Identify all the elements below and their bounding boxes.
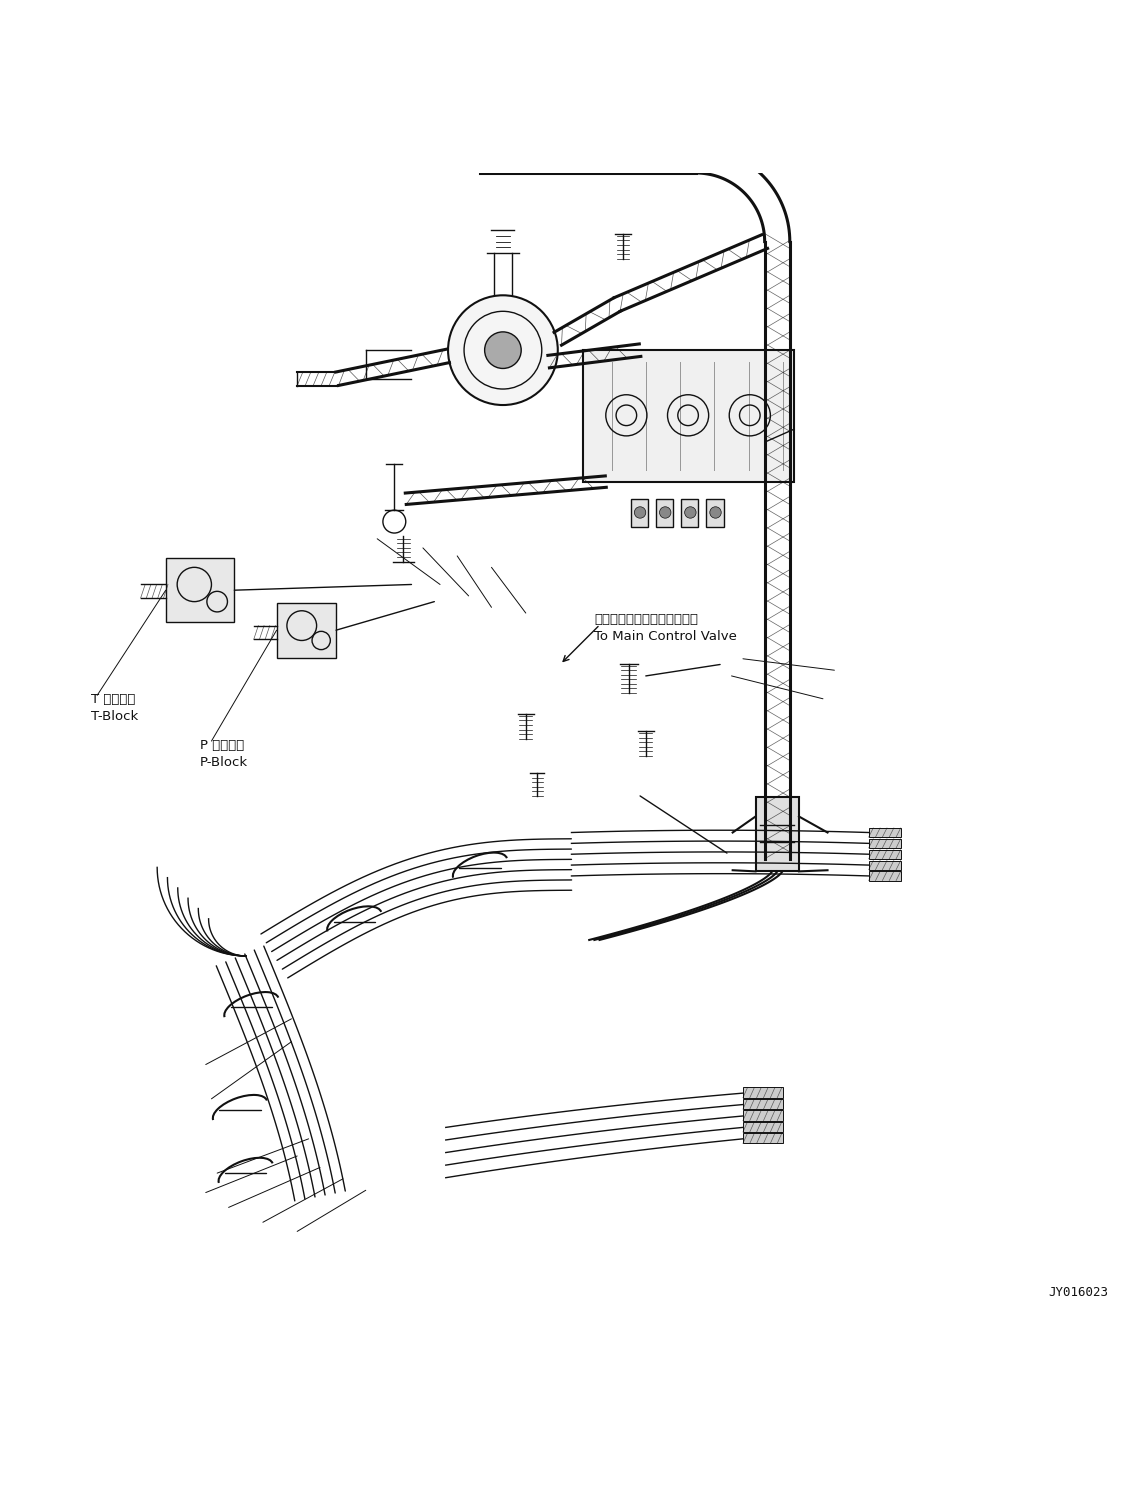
Bar [743,1111,783,1121]
Bar [583,350,794,481]
Circle shape [685,506,696,518]
Circle shape [660,506,671,518]
Bar [166,558,234,622]
Circle shape [448,295,558,405]
Bar [869,850,901,859]
Bar [681,499,698,527]
Bar [277,603,336,658]
Bar [743,1099,783,1109]
Circle shape [634,506,646,518]
Bar [756,797,799,871]
Text: P ブロック
P-Block: P ブロック P-Block [200,739,248,768]
Circle shape [485,332,521,368]
Bar [656,499,673,527]
Bar [706,499,724,527]
Bar [743,1121,783,1132]
Bar [869,838,901,847]
Text: JY016023: JY016023 [1049,1286,1109,1298]
Bar [743,1133,783,1144]
Bar [869,861,901,870]
Circle shape [710,506,721,518]
Bar [631,499,648,527]
Bar [869,828,901,837]
Bar [869,871,901,880]
Bar [743,1087,783,1097]
Text: T ブロック
T-Block: T ブロック T-Block [91,692,138,724]
Text: メインコントロールバルブへ
To Main Control Valve: メインコントロールバルブへ To Main Control Valve [594,613,737,643]
